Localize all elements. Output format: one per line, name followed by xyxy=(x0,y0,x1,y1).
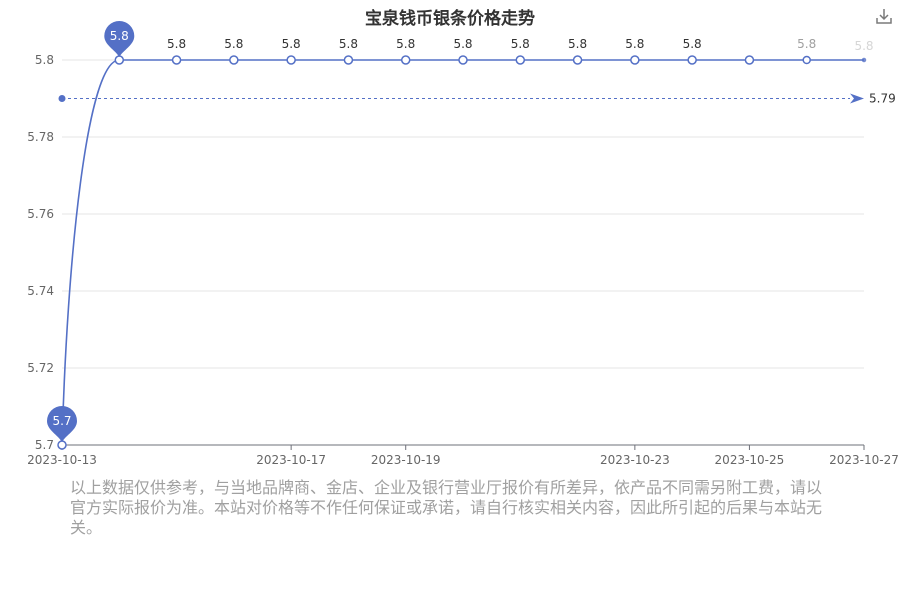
point-value-label: 5.8 xyxy=(453,37,472,51)
point-value-label: 5.8 xyxy=(224,37,243,51)
data-point xyxy=(744,55,755,65)
y-tick-label: 5.7 xyxy=(35,438,54,452)
point-value-label: 5.8 xyxy=(568,37,587,51)
average-line-arrow xyxy=(850,93,864,104)
point-value-label: 5.8 xyxy=(396,37,415,51)
x-tick-label: 2023-10-27 xyxy=(829,453,899,467)
data-point xyxy=(515,55,526,65)
data-point xyxy=(861,57,867,63)
point-value-label: 5.8 xyxy=(282,37,301,51)
x-tick-label: 2023-10-17 xyxy=(256,453,326,467)
data-point xyxy=(114,55,125,65)
data-point xyxy=(343,55,354,65)
point-value-label: 5.8 xyxy=(511,37,530,51)
data-point xyxy=(57,440,67,450)
chart-title: 宝泉钱币银条价格走势 xyxy=(365,9,535,29)
disclaimer-text: 以上数据仅供参考，与当地品牌商、金店、企业及银行营业厅报价有所差异，依产品不同需… xyxy=(70,478,823,537)
y-tick-label: 5.74 xyxy=(27,284,54,298)
y-tick-label: 5.8 xyxy=(35,53,54,67)
point-value-label: 5.8 xyxy=(167,37,186,51)
point-value-label: 5.8 xyxy=(797,37,816,51)
x-tick-label: 2023-10-23 xyxy=(600,453,670,467)
data-point xyxy=(458,55,468,65)
data-point xyxy=(171,55,182,65)
max-marker-label: 5.8 xyxy=(110,29,129,43)
x-tick-label: 2023-10-25 xyxy=(715,453,785,467)
average-line-label: 5.79 xyxy=(869,92,896,106)
data-point xyxy=(802,55,811,65)
download-icon[interactable] xyxy=(874,6,894,26)
data-point xyxy=(286,55,296,65)
data-point xyxy=(400,55,411,65)
data-point xyxy=(229,55,239,65)
data-point xyxy=(572,55,583,65)
max-marker xyxy=(104,20,135,57)
y-tick-label: 5.76 xyxy=(27,207,54,221)
average-line-start xyxy=(58,95,66,102)
series-line xyxy=(61,59,864,446)
min-marker xyxy=(47,406,77,442)
point-value-label: 5.8 xyxy=(339,37,358,51)
min-marker-label: 5.7 xyxy=(52,414,71,428)
point-value-label: 5.8 xyxy=(683,37,702,51)
x-tick-label: 2023-10-13 xyxy=(27,453,97,467)
y-tick-label: 5.72 xyxy=(27,361,54,375)
data-point xyxy=(630,55,640,65)
point-value-label: 5.8 xyxy=(854,39,873,53)
x-tick-label: 2023-10-19 xyxy=(371,453,441,467)
y-tick-label: 5.78 xyxy=(27,130,54,144)
point-value-label: 5.8 xyxy=(625,37,644,51)
data-point xyxy=(687,55,697,65)
